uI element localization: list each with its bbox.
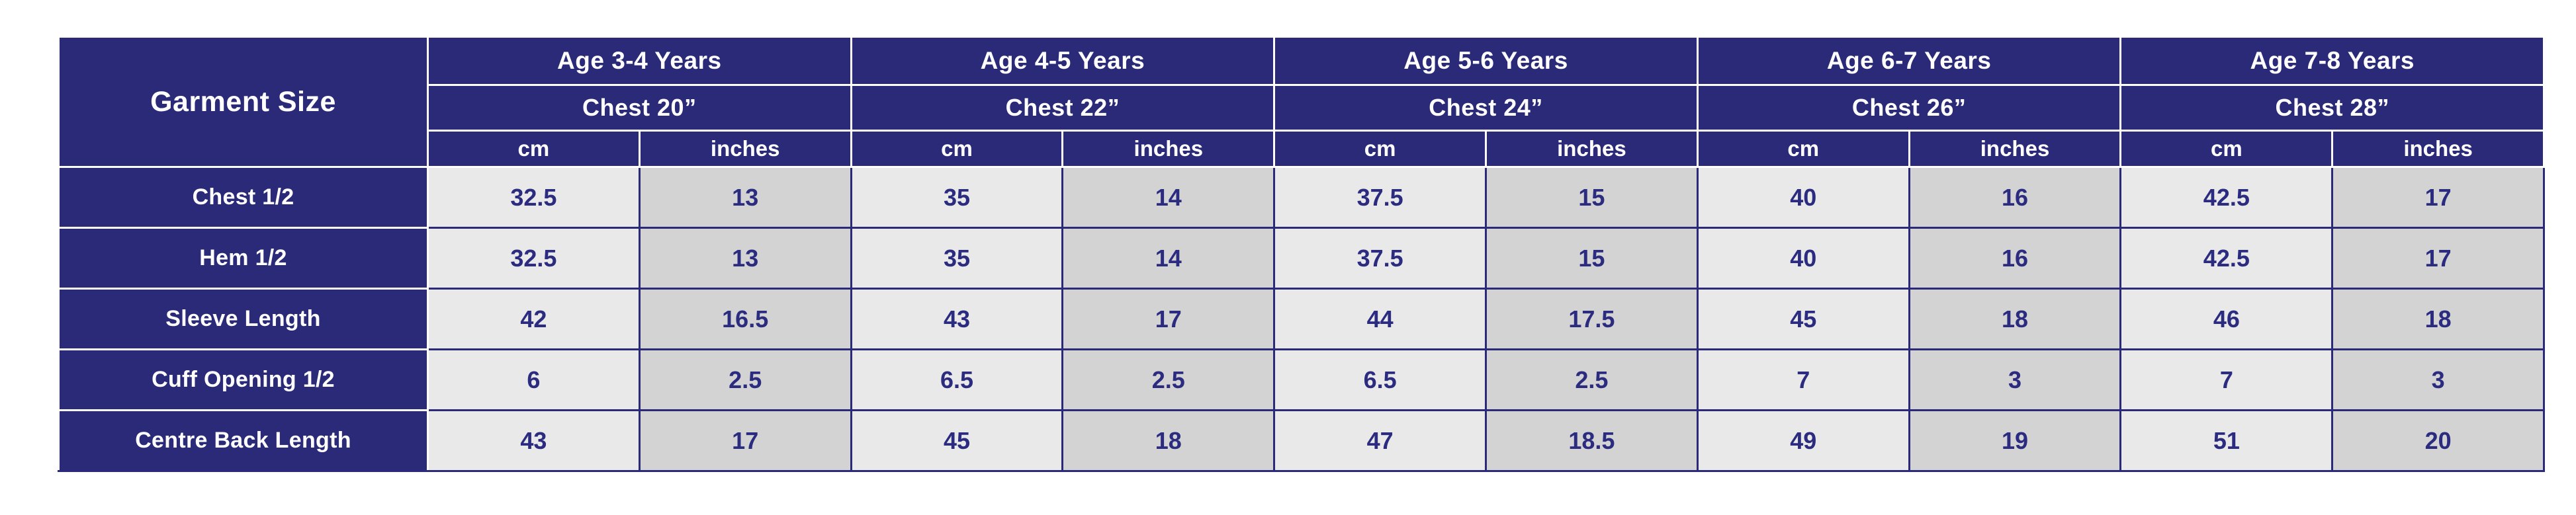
unit-header-inches: inches	[1908, 130, 2122, 168]
age-header-6-7: Age 6-7 Years	[1696, 36, 2122, 86]
data-cell: 49	[1696, 409, 1910, 472]
data-cell: 16	[1908, 166, 2122, 229]
data-cell: 17	[1061, 288, 1276, 350]
unit-header-cm: cm	[850, 130, 1064, 168]
data-cell: 7	[1696, 348, 1910, 411]
unit-header-inches: inches	[1061, 130, 1276, 168]
data-cell: 45	[1696, 288, 1910, 350]
data-cell: 17	[2331, 227, 2546, 290]
table-row-chest-half: Chest 1/2 32.5 13 35 14 37.5 15 40 16 42…	[58, 166, 2546, 229]
unit-header-inches: inches	[2331, 130, 2546, 168]
table-row-hem-half: Hem 1/2 32.5 13 35 14 37.5 15 40 16 42.5…	[58, 227, 2546, 290]
data-cell: 16	[1908, 227, 2122, 290]
data-cell: 47	[1273, 409, 1488, 472]
data-cell: 40	[1696, 227, 1910, 290]
data-cell: 18	[1908, 288, 2122, 350]
table-row-cuff-opening: Cuff Opening 1/2 6 2.5 6.5 2.5 6.5 2.5 7…	[58, 348, 2546, 411]
header-row-ages: Garment Size Age 3-4 Years Age 4-5 Years…	[58, 36, 2546, 168]
data-cell: 13	[638, 227, 852, 290]
garment-size-header: Garment Size	[58, 36, 429, 168]
row-label: Chest 1/2	[58, 166, 429, 229]
chest-header-22: Chest 22”	[850, 84, 1276, 132]
data-cell: 15	[1485, 166, 1699, 229]
chest-header-20: Chest 20”	[427, 84, 852, 132]
data-cell: 37.5	[1273, 166, 1488, 229]
data-cell: 51	[2119, 409, 2334, 472]
unit-header-cm: cm	[1696, 130, 1910, 168]
data-cell: 3	[1908, 348, 2122, 411]
data-cell: 17.5	[1485, 288, 1699, 350]
data-cell: 42	[427, 288, 641, 350]
data-cell: 3	[2331, 348, 2546, 411]
data-cell: 16.5	[638, 288, 852, 350]
data-cell: 2.5	[638, 348, 852, 411]
age-header-7-8: Age 7-8 Years	[2119, 36, 2546, 86]
header-row-units: cm inches cm inches cm inches cm inches …	[59, 130, 2546, 168]
data-cell: 15	[1485, 227, 1699, 290]
data-cell: 44	[1273, 288, 1488, 350]
row-label: Sleeve Length	[58, 288, 429, 350]
age-header-5-6: Age 5-6 Years	[1273, 36, 1699, 86]
unit-header-inches: inches	[1485, 130, 1699, 168]
data-cell: 43	[427, 409, 641, 472]
data-cell: 35	[850, 166, 1064, 229]
chest-header-26: Chest 26”	[1696, 84, 2122, 132]
header-row-chest: Chest 20” Chest 22” Chest 24” Chest 26” …	[59, 84, 2546, 132]
data-cell: 18.5	[1485, 409, 1699, 472]
data-cell: 14	[1061, 227, 1276, 290]
data-cell: 13	[638, 166, 852, 229]
data-cell: 43	[850, 288, 1064, 350]
data-cell: 14	[1061, 166, 1276, 229]
data-cell: 42.5	[2119, 166, 2334, 229]
garment-size-table: Garment Size Age 3-4 Years Age 4-5 Years…	[58, 36, 2546, 472]
chest-header-28: Chest 28”	[2119, 84, 2546, 132]
data-cell: 17	[2331, 166, 2546, 229]
data-cell: 6	[427, 348, 641, 411]
data-cell: 18	[2331, 288, 2546, 350]
row-label: Centre Back Length	[58, 409, 429, 472]
data-cell: 32.5	[427, 166, 641, 229]
unit-header-cm: cm	[1273, 130, 1488, 168]
data-cell: 40	[1696, 166, 1910, 229]
data-cell: 35	[850, 227, 1064, 290]
data-cell: 18	[1061, 409, 1276, 472]
data-cell: 2.5	[1485, 348, 1699, 411]
data-cell: 7	[2119, 348, 2334, 411]
age-header-3-4: Age 3-4 Years	[427, 36, 852, 86]
data-cell: 20	[2331, 409, 2546, 472]
chest-header-24: Chest 24”	[1273, 84, 1699, 132]
data-cell: 17	[638, 409, 852, 472]
data-cell: 32.5	[427, 227, 641, 290]
data-cell: 42.5	[2119, 227, 2334, 290]
data-cell: 37.5	[1273, 227, 1488, 290]
table-row-sleeve-length: Sleeve Length 42 16.5 43 17 44 17.5 45 1…	[58, 288, 2546, 350]
table-row-centre-back-length: Centre Back Length 43 17 45 18 47 18.5 4…	[58, 409, 2546, 472]
age-header-4-5: Age 4-5 Years	[850, 36, 1276, 86]
unit-header-inches: inches	[638, 130, 852, 168]
data-cell: 6.5	[850, 348, 1064, 411]
data-cell: 2.5	[1061, 348, 1276, 411]
data-cell: 6.5	[1273, 348, 1488, 411]
unit-header-cm: cm	[427, 130, 641, 168]
unit-header-cm: cm	[2119, 130, 2334, 168]
row-label: Hem 1/2	[58, 227, 429, 290]
data-cell: 45	[850, 409, 1064, 472]
row-label: Cuff Opening 1/2	[58, 348, 429, 411]
data-cell: 19	[1908, 409, 2122, 472]
data-cell: 46	[2119, 288, 2334, 350]
